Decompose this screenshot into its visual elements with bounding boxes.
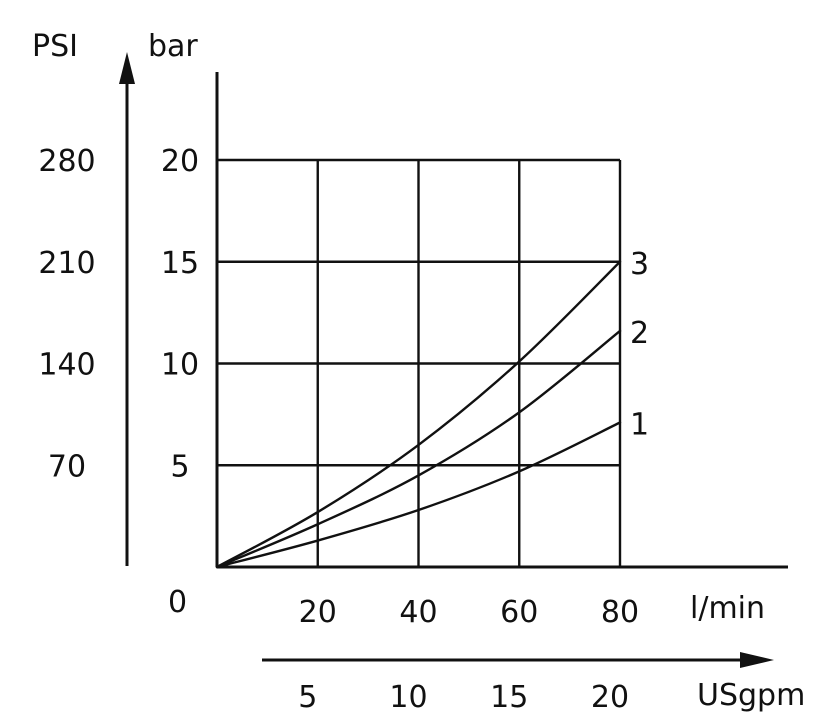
x-secondary-unit-label: USgpm xyxy=(697,678,805,713)
y-tick-label-4: 20 xyxy=(161,144,199,179)
grid xyxy=(217,158,622,567)
x-tick-label-2: 40 xyxy=(399,595,437,630)
series-label-3: 3 xyxy=(630,247,649,282)
series-line-1 xyxy=(215,421,622,569)
y-tick-label-2: 10 xyxy=(161,348,199,383)
y-secondary-tick-label-2: 140 xyxy=(38,348,95,383)
y-unit-label: bar xyxy=(148,29,198,64)
x-tick-label-3: 60 xyxy=(500,595,538,630)
x-secondary-tick-label-4: 20 xyxy=(591,680,629,715)
series-line-3 xyxy=(215,260,622,569)
x-tick-label-1: 20 xyxy=(299,595,337,630)
x-unit-label: l/min xyxy=(690,591,765,626)
x-secondary-tick-label-2: 10 xyxy=(389,680,427,715)
y-secondary-axis-arrow xyxy=(119,52,135,84)
x-secondary-tick-label-3: 15 xyxy=(490,680,528,715)
labels: PSI bar 0 l/min USgpm 510152070140210280… xyxy=(32,29,805,715)
axes xyxy=(119,52,788,668)
x-secondary-tick-label-1: 5 xyxy=(298,680,317,715)
series-label-2: 2 xyxy=(630,316,649,351)
series-line-2 xyxy=(215,329,622,569)
x-secondary-axis-arrow xyxy=(740,652,774,668)
y-tick-label-1: 5 xyxy=(170,449,189,484)
y-secondary-tick-label-4: 280 xyxy=(38,144,95,179)
series-lines xyxy=(215,260,622,569)
series-label-1: 1 xyxy=(630,408,649,443)
x-tick-label-4: 80 xyxy=(601,595,639,630)
y-secondary-unit-label: PSI xyxy=(32,29,78,64)
origin-label: 0 xyxy=(168,585,187,620)
y-secondary-tick-label-1: 70 xyxy=(48,449,86,484)
y-tick-label-3: 15 xyxy=(161,246,199,281)
y-secondary-tick-label-3: 210 xyxy=(38,246,95,281)
